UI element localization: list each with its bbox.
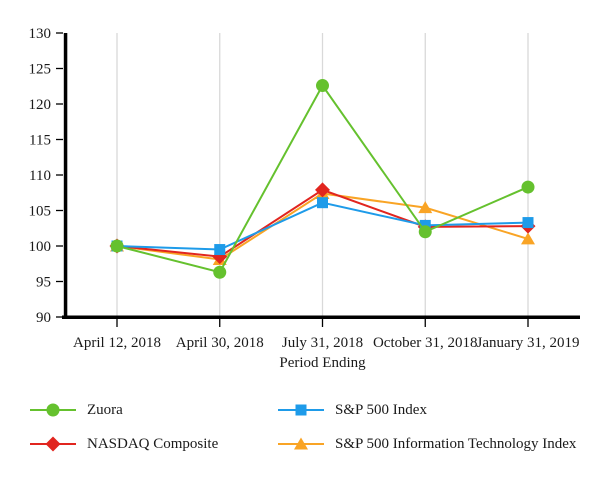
legend-marker-svg [278, 437, 324, 450]
legend-marker-svg [278, 404, 324, 416]
sp500-square-marker-icon [278, 402, 324, 418]
legend-item-sp500: S&P 500 Index [278, 401, 590, 419]
y-tick-label: 125 [29, 62, 52, 78]
x-axis-line [62, 315, 580, 319]
nasdaq-diamond-marker-icon [30, 436, 76, 452]
chart-canvas: 130 125 120 115 110 105 100 95 90 April 12, 2018 A… [29, 26, 580, 351]
y-tick-label: 120 [29, 97, 52, 113]
s-p-500-information-technology-index-legend-marker [294, 437, 308, 450]
s-p-500-information-technology-index-marker [418, 201, 433, 214]
legend-label-zuora: Zuora [87, 401, 123, 418]
zuora-marker [521, 180, 535, 194]
x-tick-label: April 12, 2018 [73, 335, 161, 351]
s-p-500-index-marker [522, 217, 534, 229]
legend-label-sp500: S&P 500 Index [335, 401, 427, 418]
legend-item-sp500-it: S&P 500 Information Technology Index [278, 435, 590, 453]
nasdaq-composite-legend-marker [45, 436, 61, 452]
s-p-500-index-marker [317, 197, 328, 209]
y-tick-label: 90 [36, 310, 51, 326]
zuora-legend-marker [46, 403, 60, 417]
legend-item-nasdaq: NASDAQ Composite [30, 435, 278, 453]
chart-legend: Zuora S&P 500 Index NASDAQ Composite S&P… [30, 401, 590, 453]
s-p-500-index-legend-marker [295, 404, 307, 416]
x-tick-label: October 31, 2018 [373, 335, 478, 351]
y-tick-label: 105 [29, 204, 52, 220]
y-tick-label: 95 [36, 275, 51, 291]
zuora-circle-marker-icon [30, 402, 76, 418]
zuora-marker [418, 225, 432, 239]
legend-marker-svg [30, 403, 76, 417]
zuora-marker [316, 79, 329, 93]
legend-item-zuora: Zuora [30, 401, 278, 419]
nasdaq-composite-marker [315, 182, 330, 198]
x-tick-label: April 30, 2018 [176, 335, 264, 351]
sp500-it-triangle-marker-icon [278, 436, 324, 452]
x-axis-title: Period Ending [279, 355, 366, 371]
s-p-500-information-technology-index-marker [521, 232, 535, 245]
x-tick-label: July 31, 2018 [282, 335, 363, 351]
legend-label-nasdaq: NASDAQ Composite [87, 435, 219, 452]
y-tick-label: 130 [29, 26, 52, 42]
s-p-500-index-marker [214, 244, 226, 256]
zuora-marker [110, 239, 124, 253]
zuora-marker [213, 265, 227, 279]
zuora-series [110, 79, 535, 279]
legend-label-sp500-it: S&P 500 Information Technology Index [335, 435, 577, 452]
y-axis-line [63, 33, 68, 319]
y-tick-label: 100 [29, 239, 52, 255]
y-tick-label: 115 [29, 133, 51, 149]
y-tick-label: 110 [29, 168, 51, 184]
legend-marker-svg [30, 436, 76, 452]
performance-line-chart: 130 125 120 115 110 105 100 95 90 April 12, 2018 A… [29, 26, 580, 351]
x-tick-label: January 31, 2019 [477, 335, 580, 351]
